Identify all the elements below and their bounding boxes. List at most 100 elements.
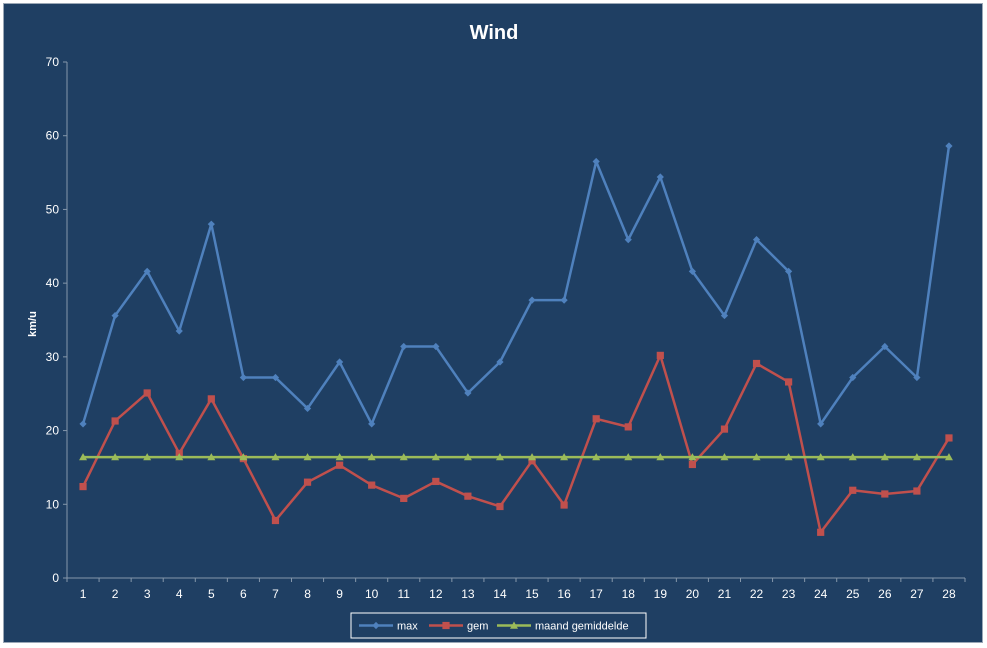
data-point	[784, 453, 793, 461]
data-point	[752, 453, 761, 461]
series-layer	[79, 142, 953, 536]
x-tick-label: 24	[814, 587, 828, 601]
data-point	[400, 342, 408, 351]
series-line	[81, 354, 951, 534]
x-tick-label: 25	[846, 587, 860, 601]
data-point	[752, 236, 761, 244]
data-point	[303, 453, 312, 461]
data-point	[880, 453, 889, 461]
x-tick-label: 5	[208, 587, 215, 601]
x-tick-label: 18	[622, 587, 636, 601]
data-point	[336, 461, 344, 469]
x-tick-label: 14	[493, 587, 507, 601]
data-point	[656, 453, 665, 461]
series-0	[79, 142, 953, 428]
x-tick-label: 13	[461, 587, 475, 601]
x-tick-label: 3	[144, 587, 151, 601]
x-tick-label: 22	[750, 587, 764, 601]
data-point	[432, 477, 440, 486]
legend-marker	[510, 621, 518, 629]
x-tick-label: 16	[557, 587, 571, 601]
x-tick-label: 21	[718, 587, 732, 601]
chart-area: Wind km/u 0 10 20 30 40 50 60 70 1 2 3 4 5 6 7 8 9 10 11 12…	[3, 3, 983, 643]
data-point	[592, 157, 600, 166]
data-point	[913, 487, 921, 495]
legend-label: maand gemiddelde	[535, 621, 629, 633]
data-point	[945, 142, 953, 150]
x-tick-label: 20	[686, 587, 700, 601]
data-point	[239, 373, 247, 382]
y-tick-label: 10	[46, 497, 60, 511]
data-point	[335, 453, 344, 461]
y-tick-label: 70	[46, 55, 60, 69]
x-tick-label: 9	[336, 587, 343, 601]
legend-label: gem	[467, 621, 488, 633]
data-point	[560, 453, 569, 461]
y-tick-label: 30	[46, 350, 60, 364]
data-point	[528, 457, 536, 465]
data-point	[816, 453, 825, 461]
data-point	[175, 327, 183, 335]
data-point	[431, 453, 440, 461]
data-point	[656, 173, 664, 181]
data-point	[945, 434, 953, 442]
data-point	[79, 420, 87, 428]
x-tick-label: 2	[112, 587, 119, 601]
x-tick-label: 7	[272, 587, 279, 601]
data-point	[624, 423, 632, 431]
data-point	[175, 453, 184, 461]
series-1	[79, 351, 953, 536]
data-point	[592, 415, 600, 423]
legend-marker	[442, 621, 450, 630]
data-point	[464, 389, 472, 397]
legend: max gem maand gemiddelde	[350, 612, 647, 639]
x-tick-label: 11	[398, 587, 411, 601]
data-point	[303, 478, 312, 486]
y-axis-label: km/u	[27, 311, 39, 337]
data-point	[656, 351, 664, 359]
data-point	[817, 528, 825, 536]
data-point	[271, 373, 280, 382]
data-point	[624, 453, 633, 461]
y-tick-label: 40	[46, 276, 60, 290]
series-line	[81, 145, 951, 426]
data-point	[913, 373, 921, 382]
x-tick-label: 15	[525, 587, 539, 601]
data-point	[496, 502, 504, 511]
y-tick-label: 50	[46, 202, 60, 216]
chart-title: Wind	[470, 22, 519, 44]
data-point	[432, 342, 440, 351]
data-point	[912, 453, 921, 461]
data-point	[560, 501, 568, 509]
x-tick-label: 19	[654, 587, 668, 601]
data-point	[849, 373, 857, 382]
data-point	[368, 420, 376, 428]
x-tick-label: 6	[240, 587, 247, 601]
x-tick-label: 27	[910, 587, 924, 601]
data-point	[464, 492, 472, 500]
data-point	[688, 453, 697, 461]
data-point	[111, 453, 120, 461]
series-2	[79, 453, 953, 461]
data-point	[207, 220, 215, 228]
data-point	[463, 453, 472, 461]
data-point	[495, 453, 504, 461]
data-point	[143, 389, 151, 397]
y-tick-label: 20	[46, 424, 60, 438]
data-point	[720, 453, 729, 461]
y-tick-label: 60	[46, 129, 60, 143]
x-tick-label: 8	[304, 587, 311, 601]
data-point	[143, 267, 151, 275]
data-point	[399, 453, 408, 461]
data-point	[785, 378, 793, 386]
data-point	[720, 425, 729, 433]
data-point	[624, 236, 632, 244]
data-point	[336, 358, 344, 366]
data-point	[207, 453, 216, 461]
data-point	[239, 453, 248, 461]
y-tick-label: 0	[52, 571, 59, 585]
x-tick-label: 4	[176, 587, 183, 601]
x-tick-label: 28	[942, 587, 956, 601]
data-point	[560, 296, 568, 304]
data-point	[592, 453, 601, 461]
